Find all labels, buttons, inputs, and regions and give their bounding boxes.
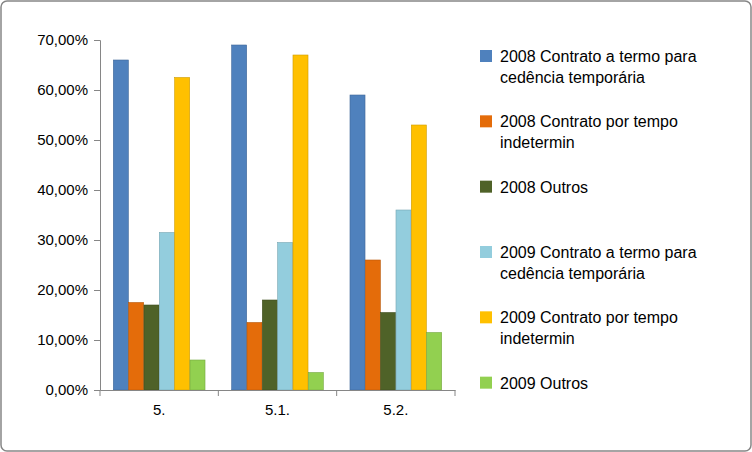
legend-label: 2009 Contrato por tempoindetermin [500,309,678,347]
bar-series [159,210,411,390]
legend-swatch [480,50,492,62]
legend-label: 2008 Outros [500,179,588,196]
legend-entry: 2008 Contrato a termo paracedência tempo… [480,48,697,86]
bar [247,323,262,391]
bar-series [190,333,442,391]
x-tick-label: 5. [153,401,166,418]
y-tick: 10,00% [37,331,100,348]
bars [113,45,441,390]
x-separator [336,390,337,396]
chart: 0,00% 10,00% 20,00% 30,00% 40,00% 50,00% 60,00… [0,0,752,452]
x-tick: 5. [153,390,166,418]
bar [365,260,380,390]
y-axis-line [94,41,101,391]
y-tick-mark [94,340,100,341]
y-tick-mark [94,140,100,141]
y-tick-label: 70,00% [37,31,88,48]
bar [293,55,308,390]
y-tick-label: 20,00% [37,281,88,298]
y-tick-label: 50,00% [37,131,88,148]
bar [190,360,205,390]
legend-entry: 2009 Contrato a termo paracedência tempo… [480,244,697,282]
y-axis: 0,00% 10,00% 20,00% 30,00% 40,00% 50,00% 60,00… [37,31,100,398]
bar [144,305,159,390]
bar [278,243,293,391]
bar [350,95,365,390]
y-tick: 70,00% [37,31,100,48]
x-separators [100,390,455,396]
legend-label: 2009 Contrato a termo paracedência tempo… [500,244,697,282]
y-tick-mark [94,240,100,241]
bar-series [175,55,427,390]
y-tick-label: 30,00% [37,231,88,248]
bar [159,233,174,391]
bar [308,373,323,391]
x-tick: 5.1. [265,390,290,418]
x-separator [218,390,219,396]
bar [175,78,190,391]
y-tick-label: 60,00% [37,81,88,98]
y-tick-label: 40,00% [37,181,88,198]
y-tick: 40,00% [37,181,100,198]
x-separator [455,390,456,396]
y-tick-mark [94,390,100,391]
y-tick-mark [94,190,100,191]
x-tick-label: 5.2. [383,401,408,418]
legend: 2008 Contrato a termo paracedência tempo… [480,48,697,392]
plot: 0,00% 10,00% 20,00% 30,00% 40,00% 50,00% 60,00… [37,31,455,417]
chart-frame [1,1,751,451]
bar [232,45,247,390]
legend-swatch [480,115,492,127]
bar [113,60,128,390]
y-tick-mark [94,40,100,41]
x-tick: 5.2. [383,390,408,418]
legend-entry: 2008 Contrato por tempoindetermin [480,113,678,151]
y-tick-mark [94,290,100,291]
y-tick: 50,00% [37,131,100,148]
y-tick: 60,00% [37,81,100,98]
y-tick-mark [94,90,100,91]
x-axis: 5. 5.1. 5.2. [100,390,456,418]
y-tick: 30,00% [37,231,100,248]
y-tick-label: 0,00% [45,381,88,398]
x-axis-line [101,390,456,391]
legend-entry: 2009 Contrato por tempoindetermin [480,309,678,347]
bar [427,333,442,391]
bar [381,313,396,391]
legend-label: 2009 Outros [500,375,588,392]
legend-entry: 2009 Outros [480,375,588,392]
bar [396,210,411,390]
bar [262,300,277,390]
y-tick: 20,00% [37,281,100,298]
legend-swatch [480,377,492,389]
legend-label: 2008 Contrato a termo paracedência tempo… [500,48,697,86]
x-tick-label: 5.1. [265,401,290,418]
x-separator [100,390,101,396]
legend-swatch [480,311,492,323]
legend-entry: 2008 Outros [480,179,588,196]
bar [411,125,426,390]
y-tick: 0,00% [45,381,100,398]
legend-swatch [480,181,492,193]
legend-label: 2008 Contrato por tempoindetermin [500,113,678,151]
y-tick-label: 10,00% [37,331,88,348]
bar-series [113,45,365,390]
legend-swatch [480,246,492,258]
bar [129,303,144,391]
